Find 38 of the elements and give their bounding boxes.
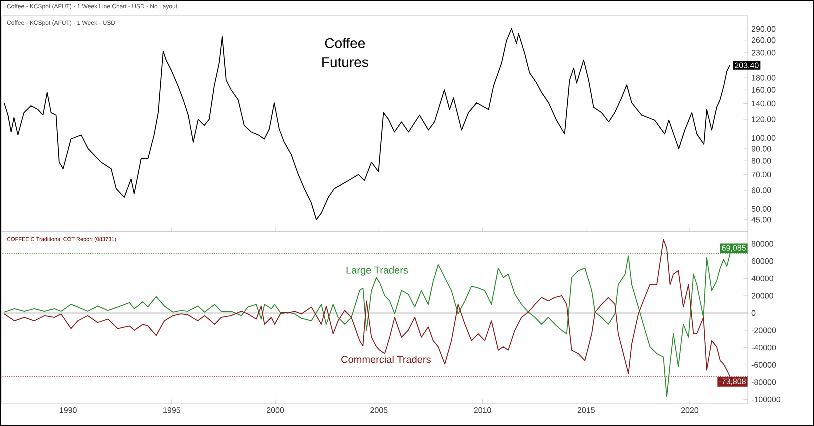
y-tick-label: -100000	[752, 396, 781, 403]
y-tick-label: 260.00	[752, 38, 776, 44]
y-tick-label: 60000	[752, 258, 774, 264]
y-tick-label: 0	[752, 310, 756, 316]
ref-line-label: -73,808	[720, 378, 746, 386]
y-tick-label: -60000	[752, 362, 776, 368]
y-tick-label: 160.00	[752, 87, 776, 93]
y-tick-label: -80000	[752, 380, 776, 386]
y-tick-label: 80000	[752, 241, 774, 247]
y-tick-label: 20000	[752, 293, 774, 299]
x-tick-label: 2000	[267, 408, 284, 414]
x-tick-label: 2020	[681, 408, 699, 414]
y-tick-label: -20000	[752, 328, 776, 334]
y-tick-label: -40000	[752, 344, 776, 351]
y-tick-label: 290.00	[752, 26, 776, 32]
x-tick-label: 1995	[164, 408, 180, 414]
y-tick-label: 80.00	[752, 158, 772, 164]
y-tick-label: 70.00	[752, 172, 772, 178]
series-label: Commercial Traders	[342, 356, 431, 364]
y-tick-label: 180.00	[752, 75, 776, 81]
text: Coffee Futures	[322, 38, 368, 68]
y-tick-label: 45.00	[752, 217, 772, 223]
y-tick-label: 120.00	[752, 116, 776, 122]
x-tick-label: 1990	[60, 408, 77, 414]
x-tick-label: 2005	[370, 408, 388, 414]
y-tick-label: 50.00	[752, 206, 772, 212]
x-tick-label: 2010	[474, 408, 492, 414]
y-tick-label: 60.00	[752, 188, 772, 194]
line-series	[4, 28, 730, 220]
x-tick-label: 2015	[578, 408, 595, 414]
ref-line-label: 69,085	[722, 245, 746, 252]
y-tick-label: 140.00	[752, 100, 776, 107]
series-label: Large Traders	[346, 266, 408, 276]
y-tick-label: 40000	[752, 276, 774, 282]
y-tick-label: 230.00	[752, 50, 776, 56]
annotation: 203.40	[735, 62, 759, 68]
y-tick-label: 90.00	[752, 146, 772, 152]
y-tick-label: 100.00	[752, 135, 776, 142]
